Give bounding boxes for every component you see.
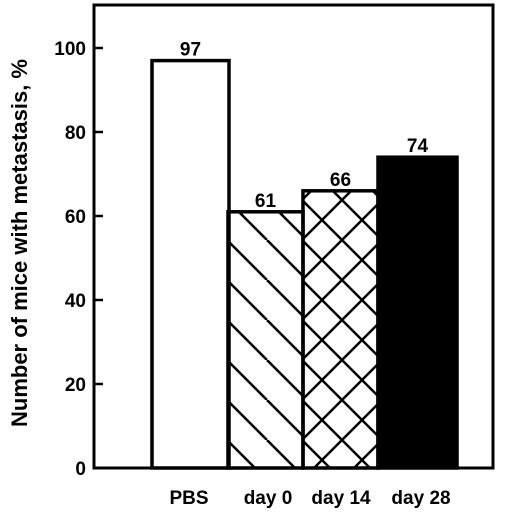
y-tick-label: 100 (54, 39, 86, 60)
bars (150, 58, 459, 470)
y-tick-label: 60 (65, 207, 86, 228)
category-label-day-14: day 14 (311, 488, 371, 509)
y-tick-label: 0 (75, 459, 86, 480)
y-tick-label: 20 (65, 375, 86, 396)
value-label-pbs: 97 (180, 40, 201, 61)
y-tick-label: 80 (65, 123, 86, 144)
y-axis-label: Number of mice with metastasis, % (7, 59, 32, 427)
bar-day-0 (226, 210, 305, 470)
value-labels: 97 61 66 74 (180, 40, 429, 212)
value-label-day-0: 61 (255, 191, 277, 212)
y-tick-label: 40 (65, 291, 86, 312)
y-axis-ticks: 0 20 40 60 80 100 (54, 39, 103, 480)
value-label-day-14: 66 (330, 170, 351, 191)
x-axis-categories: PBS day 0 day 14 day 28 (169, 488, 450, 509)
bar-day-14 (301, 189, 380, 470)
category-label-day-0: day 0 (244, 488, 293, 509)
plot-frame (92, 3, 495, 470)
category-label-pbs: PBS (169, 488, 208, 509)
category-label-day-28: day 28 (391, 488, 450, 509)
bar-day-28 (376, 155, 459, 470)
bar-pbs (150, 58, 231, 470)
value-label-day-28: 74 (407, 136, 429, 157)
